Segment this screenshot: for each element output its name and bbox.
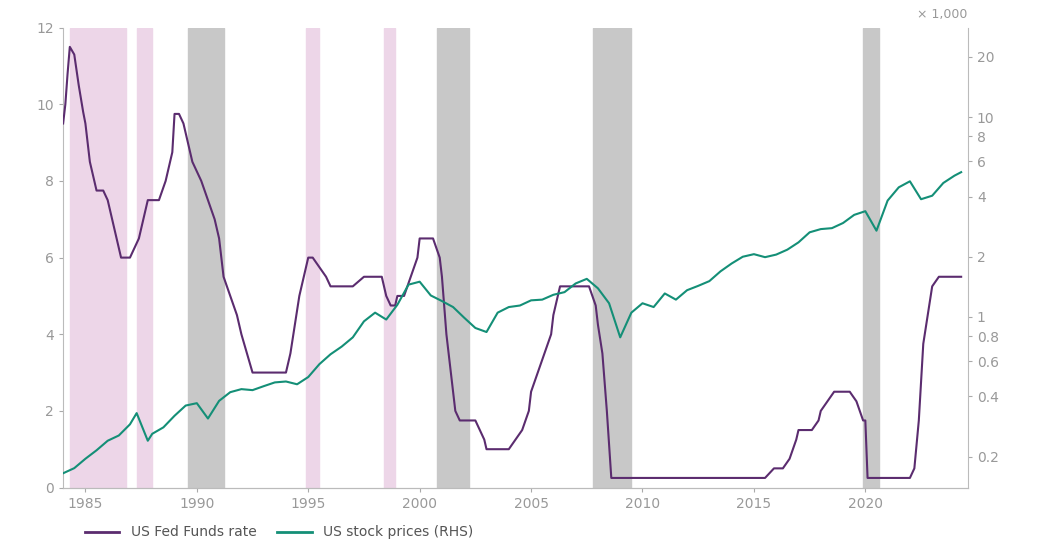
Bar — [863, 28, 878, 488]
Text: × 1,000: × 1,000 — [917, 8, 968, 21]
Bar — [69, 28, 125, 488]
Bar — [593, 28, 631, 488]
Bar — [137, 28, 153, 488]
Bar — [438, 28, 469, 488]
Bar — [188, 28, 224, 488]
Bar — [306, 28, 320, 488]
Bar — [384, 28, 396, 488]
Legend: US Fed Funds rate, US stock prices (RHS): US Fed Funds rate, US stock prices (RHS) — [79, 520, 479, 545]
